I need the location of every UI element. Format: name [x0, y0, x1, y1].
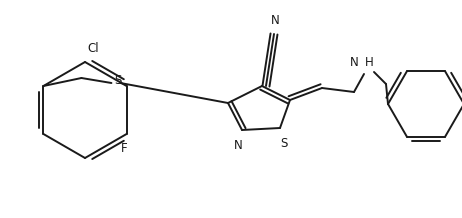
Text: N: N	[350, 56, 359, 69]
Text: N: N	[234, 139, 243, 152]
Text: F: F	[121, 142, 128, 155]
Text: H: H	[365, 56, 374, 69]
Text: S: S	[280, 137, 288, 150]
Text: S: S	[115, 75, 122, 87]
Text: N: N	[271, 14, 280, 27]
Text: Cl: Cl	[87, 42, 98, 55]
